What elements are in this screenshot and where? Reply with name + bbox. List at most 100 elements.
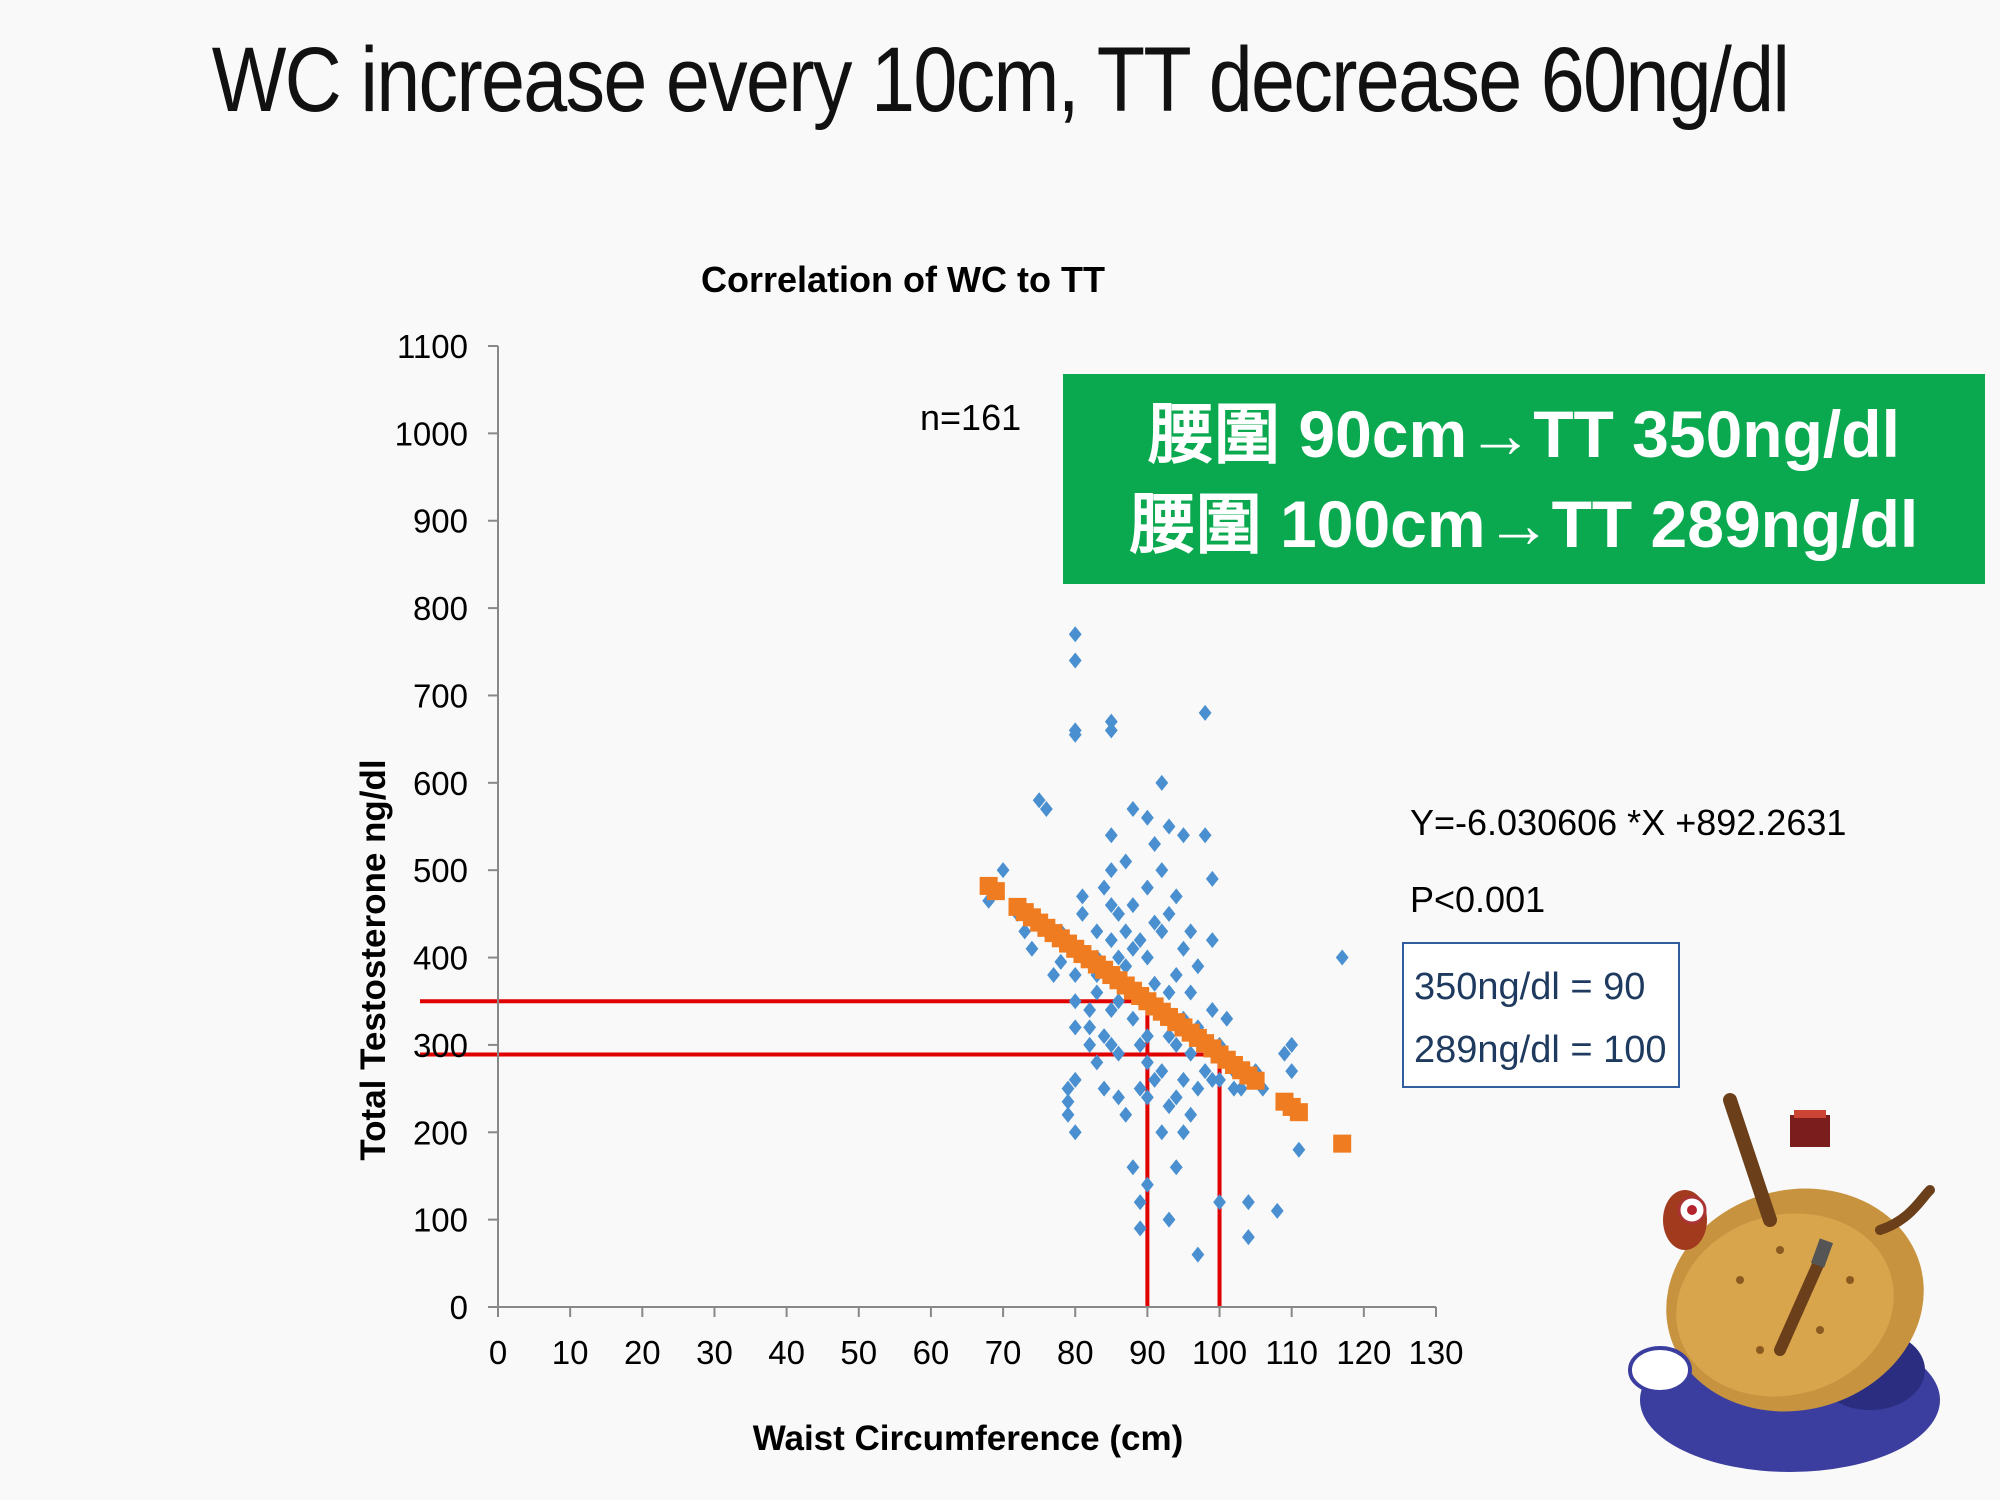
data-point-measured bbox=[1162, 818, 1176, 835]
data-point-measured bbox=[1076, 905, 1089, 922]
highlight-box: 腰圍 90cm→TT 350ng/dl 腰圍 100cm→TT 289ng/dl bbox=[1063, 374, 1985, 584]
data-point-measured bbox=[1126, 801, 1140, 818]
data-point-measured bbox=[1126, 1010, 1140, 1027]
x-tick-label: 90 bbox=[1129, 1334, 1166, 1371]
x-tick-label: 130 bbox=[1408, 1334, 1463, 1371]
data-point-measured bbox=[1140, 879, 1154, 896]
data-point-measured bbox=[1126, 1159, 1140, 1176]
x-tick-label: 100 bbox=[1192, 1334, 1247, 1371]
data-point-measured bbox=[1047, 967, 1060, 984]
data-point-measured bbox=[1068, 1071, 1082, 1088]
data-point-measured bbox=[1184, 1045, 1198, 1062]
data-point-measured bbox=[1140, 1054, 1154, 1071]
x-tick-label: 70 bbox=[985, 1334, 1022, 1371]
data-point-measured bbox=[1061, 1106, 1075, 1123]
data-point-measured bbox=[1090, 1054, 1104, 1071]
data-point-measured bbox=[1104, 722, 1118, 739]
data-point-measured bbox=[1140, 809, 1154, 826]
data-point-measured bbox=[1205, 932, 1219, 949]
sample-size-label: n=161 bbox=[920, 397, 1021, 438]
data-point-measured bbox=[1112, 905, 1125, 922]
data-point-measured bbox=[1119, 853, 1133, 870]
x-tick-label: 60 bbox=[913, 1334, 950, 1371]
x-axis-title: Waist Circumference (cm) bbox=[753, 1419, 1184, 1458]
data-point-measured bbox=[1068, 1124, 1082, 1141]
data-point-measured bbox=[1112, 1089, 1125, 1106]
slide-title: WC increase every 10cm, TT decrease 60ng… bbox=[211, 29, 1790, 131]
x-tick-label: 120 bbox=[1336, 1334, 1391, 1371]
x-axis-ticks: 0 10 20 30 40 50 60 70 80 90 100 110 120 130 bbox=[489, 1307, 1464, 1371]
data-point-measured bbox=[1140, 1176, 1154, 1193]
x-tick-label: 0 bbox=[489, 1334, 507, 1371]
data-point-measured bbox=[1104, 932, 1118, 949]
data-point-measured bbox=[1083, 1001, 1097, 1018]
data-point-measured bbox=[1090, 984, 1104, 1001]
x-tick-label: 20 bbox=[624, 1334, 661, 1371]
y-axis-ticks: 0 100 200 300 400 500 600 700 800 900 1000 1100 bbox=[395, 328, 498, 1326]
highlight-line-90cm: 腰圍 90cm→TT 350ng/dl bbox=[1148, 397, 1900, 471]
data-point-measured bbox=[1068, 652, 1082, 669]
data-point-measured bbox=[1097, 879, 1111, 896]
data-point-regression bbox=[1333, 1134, 1352, 1153]
series-regression-points bbox=[979, 876, 1352, 1153]
data-point-measured bbox=[1177, 827, 1190, 844]
data-point-measured bbox=[1083, 1036, 1097, 1053]
data-point-regression bbox=[986, 882, 1005, 901]
data-point-measured bbox=[1068, 993, 1082, 1010]
data-point-measured bbox=[1068, 967, 1082, 984]
y-tick-label: 600 bbox=[413, 765, 468, 802]
data-point-measured bbox=[1335, 949, 1349, 966]
data-point-measured bbox=[1140, 949, 1154, 966]
data-point-measured bbox=[1119, 1106, 1133, 1123]
data-point-measured bbox=[1133, 1194, 1147, 1211]
data-point-measured bbox=[1184, 1106, 1198, 1123]
data-point-measured bbox=[1285, 1036, 1299, 1053]
data-point-measured bbox=[1126, 897, 1140, 914]
y-tick-label: 300 bbox=[413, 1027, 468, 1064]
data-point-measured bbox=[1184, 923, 1198, 940]
data-point-measured bbox=[1191, 958, 1205, 975]
data-point-measured bbox=[1191, 1080, 1205, 1097]
data-point-measured bbox=[1169, 1036, 1183, 1053]
data-point-measured bbox=[1148, 835, 1161, 852]
data-point-measured bbox=[1133, 1220, 1147, 1237]
data-point-measured bbox=[1270, 1202, 1284, 1219]
data-point-measured bbox=[1140, 1089, 1154, 1106]
data-point-measured bbox=[1155, 923, 1169, 940]
data-point-measured bbox=[1104, 1036, 1118, 1053]
reference-lines bbox=[420, 999, 1222, 1307]
data-point-measured bbox=[1155, 1063, 1169, 1080]
data-point-measured bbox=[1083, 1019, 1097, 1036]
formula-box: 350ng/dl = 90 289ng/dl = 100 bbox=[1402, 942, 1680, 1088]
data-point-measured bbox=[1090, 923, 1104, 940]
data-point-measured bbox=[1213, 1071, 1226, 1088]
chart-title: Correlation of WC to TT bbox=[701, 259, 1105, 300]
formula-line-90: 350ng/dl = 90 bbox=[1414, 966, 1646, 1008]
data-point-measured bbox=[1061, 1080, 1075, 1097]
data-point-measured bbox=[1155, 862, 1169, 879]
data-point-measured bbox=[1198, 827, 1212, 844]
data-point-measured bbox=[1054, 953, 1068, 970]
data-point-measured bbox=[1227, 1080, 1241, 1097]
p-value: P<0.001 bbox=[1410, 879, 1545, 920]
x-tick-label: 110 bbox=[1265, 1334, 1318, 1371]
data-point-measured bbox=[1198, 1063, 1212, 1080]
data-point-measured bbox=[1242, 1229, 1255, 1246]
data-point-measured bbox=[1140, 1028, 1154, 1045]
data-point-measured bbox=[1169, 888, 1183, 905]
data-point-measured bbox=[1162, 1098, 1176, 1115]
data-point-measured bbox=[1104, 827, 1118, 844]
x-tick-label: 40 bbox=[768, 1334, 805, 1371]
data-point-measured bbox=[1097, 1080, 1111, 1097]
data-point-measured bbox=[1148, 1071, 1161, 1088]
potato-mascot-illustration bbox=[1628, 1093, 1940, 1472]
data-point-measured bbox=[1285, 1063, 1299, 1080]
data-point-measured bbox=[1068, 1019, 1082, 1036]
data-point-measured bbox=[1155, 774, 1169, 791]
data-point-measured bbox=[1155, 1124, 1169, 1141]
data-point-measured bbox=[1039, 801, 1053, 818]
data-point-measured bbox=[1104, 862, 1118, 879]
data-point-measured bbox=[1162, 984, 1176, 1001]
y-tick-label: 700 bbox=[413, 677, 468, 714]
